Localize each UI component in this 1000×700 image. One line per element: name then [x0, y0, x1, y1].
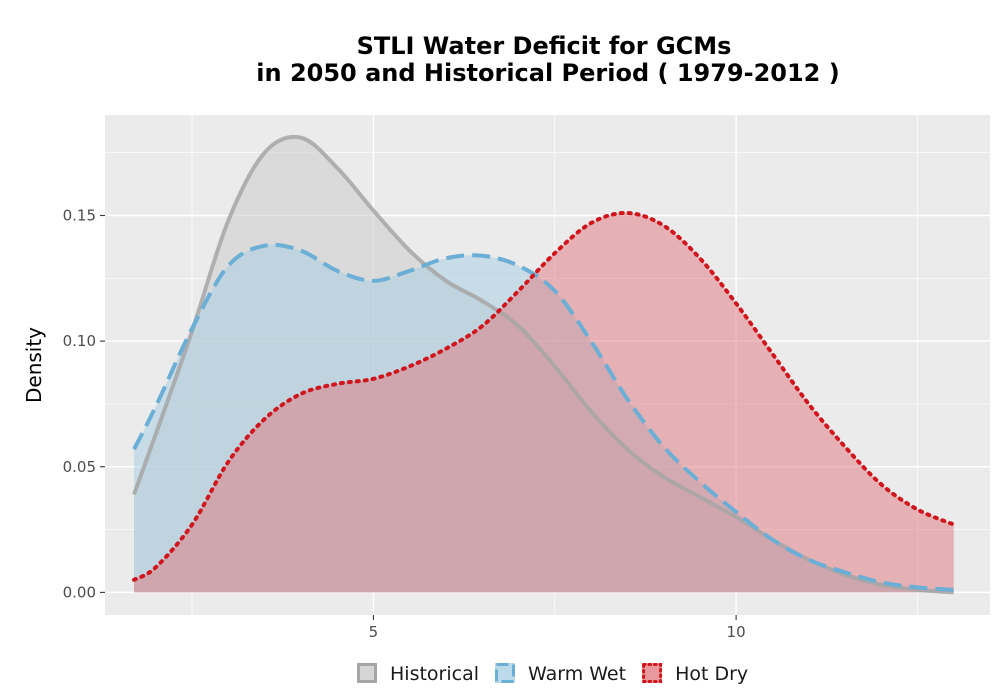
y-axis-title: Density: [22, 327, 46, 403]
chart-title: STLI Water Deficit for GCMs in 2050 and …: [256, 32, 839, 87]
line-historical: [132, 134, 954, 595]
y-tick-label: 0.00: [63, 583, 96, 601]
legend-label-warm-wet: Warm Wet: [528, 663, 626, 685]
line-warm-wet: [132, 242, 954, 592]
chart-title-line-1: STLI Water Deficit for GCMs: [357, 32, 732, 60]
legend-swatch-hot-dry: [642, 663, 663, 683]
y-tick-label: 0.15: [63, 207, 96, 225]
y-tick-label: 0.05: [63, 458, 96, 476]
legend-key-hot-dry: [642, 663, 663, 683]
density-series: [132, 134, 956, 595]
x-tick-label: 5: [369, 623, 379, 641]
legend: Historical Warm Wet Hot Dry: [357, 663, 748, 685]
legend-label-historical: Historical: [390, 663, 479, 685]
legend-key-historical: [357, 663, 377, 683]
legend-key-warm-wet: [495, 663, 515, 683]
legend-label-hot-dry: Hot Dry: [675, 663, 748, 685]
line-hot-dry: [132, 210, 956, 582]
area-hot-dry: [134, 212, 954, 593]
y-tick-label: 0.10: [63, 332, 96, 350]
chart-title-line-2: in 2050 and Historical Period ( 1979-201…: [256, 59, 839, 87]
x-tick-label: 10: [727, 623, 746, 641]
legend-swatch-warm-wet: [495, 663, 515, 683]
legend-swatch-historical: [357, 663, 377, 683]
axes: 0.00 0.05 0.10 0.15 5 10: [63, 207, 746, 641]
